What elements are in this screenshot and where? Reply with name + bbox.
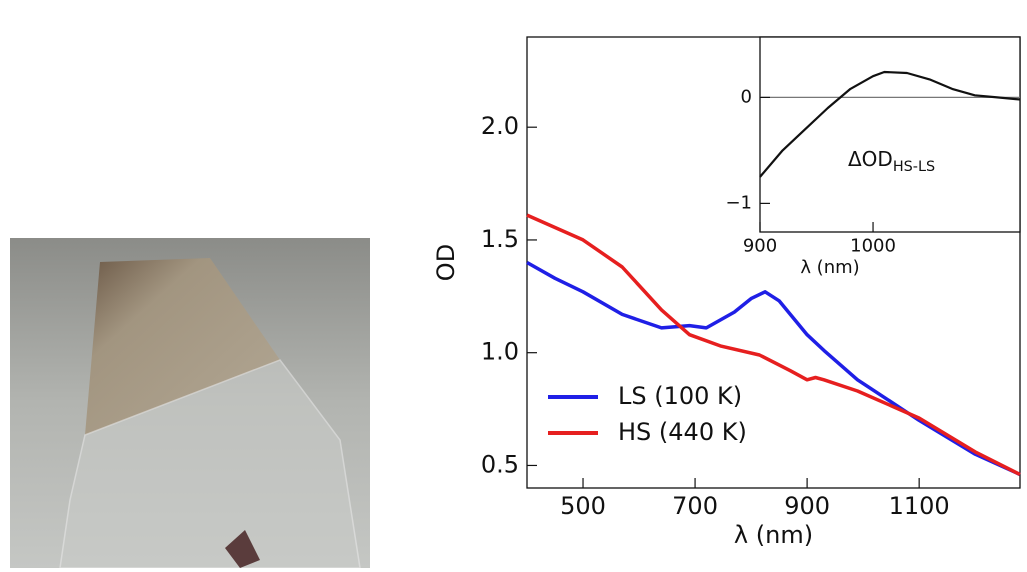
x-tick-label: 900	[743, 235, 777, 256]
series-line	[759, 70, 1021, 178]
y-tick-label: 1.0	[481, 338, 519, 366]
legend-label: LS (100 K)	[618, 382, 742, 410]
annotation: ΔODHS-LS	[848, 147, 935, 176]
x-tick-label: 900	[784, 492, 830, 520]
x-tick-label: 1100	[889, 492, 950, 520]
x-axis-label: λ (nm)	[734, 521, 813, 549]
y-tick-label: 0.5	[481, 450, 519, 478]
y-tick-label: 1.5	[481, 225, 519, 253]
crystal-flake	[85, 258, 280, 435]
series-line	[526, 260, 1021, 477]
tip	[225, 530, 260, 568]
annotation-sub: HS-LS	[893, 159, 935, 175]
inset: 900 1000 −1 0 λ (nm) ΔODHS-LS	[725, 36, 1021, 278]
series-line	[526, 213, 1021, 477]
x-tick-label: 700	[672, 492, 718, 520]
y-tick-label: 0	[741, 86, 752, 107]
y-axis-label: OD	[432, 244, 460, 281]
annotation-main: ΔOD	[848, 147, 893, 171]
x-axis-label: λ (nm)	[800, 257, 859, 278]
legend-label: HS (440 K)	[618, 418, 747, 446]
y-tick-label: 2.0	[481, 112, 519, 140]
x-tick-label: 500	[560, 492, 606, 520]
y-tick-label: −1	[725, 192, 752, 213]
x-tick-label: 1000	[850, 235, 896, 256]
plot-frame	[759, 36, 1021, 233]
photo	[10, 238, 370, 569]
